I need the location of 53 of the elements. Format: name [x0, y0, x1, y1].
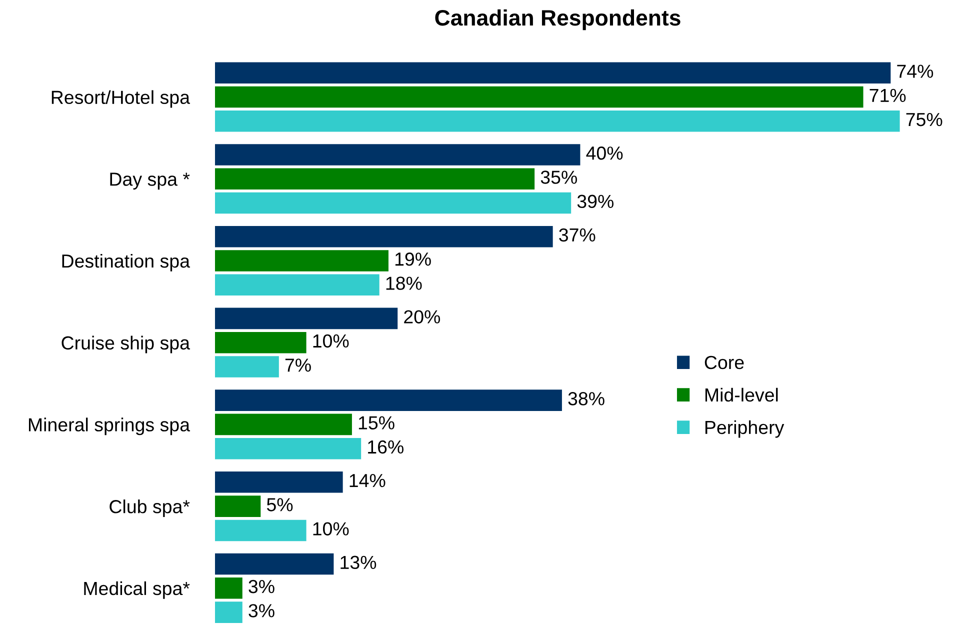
- bar: [215, 496, 261, 517]
- data-label: 13%: [340, 556, 376, 570]
- y-tick-label: Mineral springs spa: [28, 418, 190, 436]
- bar: [215, 86, 864, 108]
- data-label: 7%: [285, 358, 311, 372]
- bar: [215, 578, 242, 599]
- data-label: 20%: [404, 310, 440, 324]
- bar: [215, 438, 362, 460]
- data-label: 3%: [248, 604, 274, 618]
- data-label: 5%: [266, 498, 293, 512]
- bar: [215, 356, 279, 378]
- legend-label: Periphery: [705, 420, 784, 438]
- bar: [215, 274, 380, 296]
- data-label: 14%: [350, 474, 386, 488]
- data-label: 35%: [540, 170, 577, 184]
- data-label: 37%: [559, 228, 596, 242]
- bar: [215, 62, 891, 84]
- bar: [215, 250, 388, 272]
- bar: [215, 110, 900, 132]
- data-label: 38%: [568, 392, 604, 406]
- y-tick-label: Cruise ship spa: [62, 336, 190, 354]
- data-label: 15%: [358, 416, 394, 430]
- bar: [215, 602, 242, 623]
- y-tick-label: Day spa *: [110, 172, 190, 190]
- y-tick-label: Destination spa: [62, 254, 190, 272]
- legend-label: Core: [704, 356, 744, 370]
- data-label: 74%: [897, 64, 934, 78]
- data-label: 39%: [577, 194, 614, 208]
- bar: [215, 144, 580, 166]
- data-label: 75%: [906, 113, 942, 126]
- data-label: 10%: [313, 522, 349, 536]
- data-label: 18%: [386, 276, 422, 290]
- bar: [215, 414, 352, 436]
- chart-title: Canadian Respondents: [435, 9, 680, 30]
- bar: [215, 520, 306, 542]
- bar: [215, 390, 562, 411]
- y-tick-label: Medical spa*: [84, 581, 190, 599]
- data-label: 40%: [586, 146, 623, 160]
- data-label: 10%: [313, 334, 349, 348]
- data-label: 19%: [395, 252, 431, 266]
- data-label: 71%: [870, 88, 906, 102]
- bar: [215, 226, 553, 248]
- bar: [215, 192, 572, 214]
- bar: [215, 308, 398, 330]
- legend-label: Mid-level: [705, 388, 778, 402]
- data-label: 3%: [248, 580, 274, 594]
- bar: [215, 332, 306, 354]
- data-label: 16%: [368, 440, 404, 454]
- y-tick-label: Resort/Hotel spa: [52, 90, 190, 108]
- bar: [215, 472, 343, 493]
- y-tick-label: Club spa*: [110, 500, 190, 517]
- bar: [215, 553, 334, 575]
- bar: [215, 168, 535, 190]
